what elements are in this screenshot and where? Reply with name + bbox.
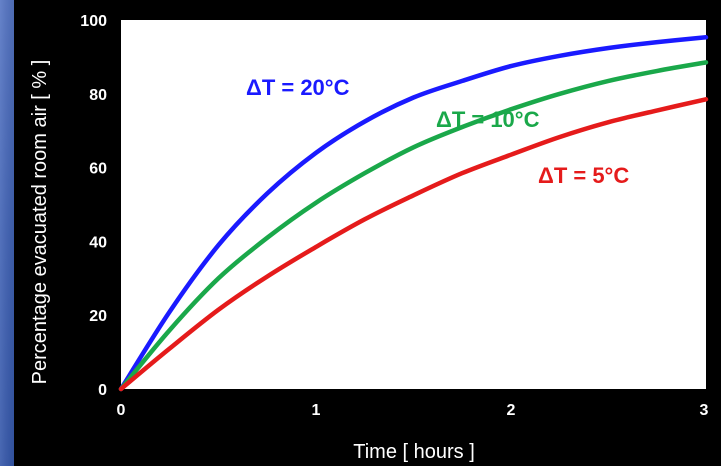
y-tick-label: 20 bbox=[89, 308, 107, 325]
y-tick-label: 0 bbox=[98, 382, 107, 399]
y-axis-title: Percentage evacuated room air [ % ] bbox=[29, 60, 51, 385]
x-tick-label: 3 bbox=[700, 402, 709, 419]
series-line-1 bbox=[118, 60, 709, 392]
line-chart: 0 20 40 60 80 100 0 1 2 3 Time [ hours ] Percent… bbox=[29, 13, 709, 463]
series-line-0 bbox=[118, 35, 709, 392]
y-tick-label: 60 bbox=[89, 161, 107, 178]
series-lines bbox=[118, 35, 709, 392]
series-label-dt-10: ΔT = 10°C bbox=[436, 107, 540, 132]
series-label-dt-5: ΔT = 5°C bbox=[538, 163, 629, 188]
x-axis-title: Time [ hours ] bbox=[353, 441, 475, 463]
y-tick-label: 80 bbox=[89, 87, 107, 104]
y-axis-ticks: 0 20 40 60 80 100 bbox=[80, 13, 107, 399]
x-tick-label: 0 bbox=[117, 402, 126, 419]
series-line-2 bbox=[118, 97, 709, 392]
plot-area bbox=[121, 20, 706, 389]
series-label-dt-20: ΔT = 20°C bbox=[246, 75, 350, 100]
x-tick-label: 2 bbox=[507, 402, 516, 419]
y-tick-label: 100 bbox=[80, 13, 107, 30]
x-axis-ticks: 0 1 2 3 bbox=[117, 402, 709, 419]
chart-panel: 0 20 40 60 80 100 0 1 2 3 Time [ hours ] Percent… bbox=[14, 0, 721, 466]
x-tick-label: 1 bbox=[312, 402, 321, 419]
y-tick-label: 40 bbox=[89, 234, 107, 251]
